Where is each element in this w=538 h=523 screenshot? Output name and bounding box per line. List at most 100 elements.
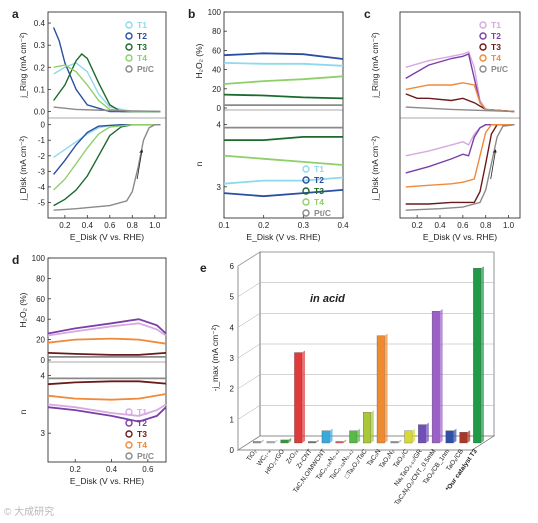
h2o2-curve-T3 — [47, 352, 167, 356]
x-tick-label: 0.2 — [258, 221, 270, 230]
bar-side — [425, 422, 429, 443]
y-tick-label: -1 — [38, 136, 46, 145]
bar-side — [467, 430, 471, 443]
y-axis-label: n — [194, 161, 204, 166]
h2o2-curve-T2 — [47, 318, 167, 335]
y-axis-label: j_Disk (mA cm⁻²) — [18, 136, 28, 202]
scan-arrow-head — [492, 149, 497, 153]
n-curve-T1 — [223, 176, 344, 185]
y-tick-label: 0.1 — [34, 85, 46, 94]
legend-label: T2 — [491, 31, 501, 41]
legend-label: T2 — [137, 418, 147, 428]
y-tick-label: -5 — [38, 198, 46, 207]
bar-side — [343, 439, 347, 443]
scan-arrow — [136, 149, 143, 180]
ring-curve-T4 — [405, 82, 515, 113]
bar — [418, 424, 427, 444]
disk-curve-Pt/C — [53, 124, 161, 211]
bar — [376, 335, 385, 444]
y-tick-label: 0 — [41, 121, 46, 130]
x-axis-label: E_Disk (V vs. RHE) — [246, 232, 320, 242]
legend-marker — [479, 65, 487, 73]
x-tick-label: 0.6 — [142, 465, 154, 474]
ring-curve-Pt/C — [53, 106, 161, 113]
legend-label: T3 — [137, 429, 147, 439]
bar-side — [384, 333, 388, 443]
y-axis-label: j_Disk (mA cm⁻²) — [370, 136, 380, 202]
h2o2-curve-T1 — [47, 322, 167, 337]
y-tick-label: 60 — [36, 295, 45, 304]
disk-curve-T4 — [53, 124, 161, 191]
legend-marker — [479, 21, 487, 29]
legend-label: Pt/C — [314, 208, 331, 218]
x-tick-label: 0.2 — [412, 221, 424, 230]
legend-marker — [125, 430, 133, 438]
plot-frame — [47, 257, 167, 463]
y-tick-label: 100 — [32, 254, 46, 263]
bar-side — [370, 410, 374, 443]
x-axis-label: E_Disk (V vs. RHE) — [423, 232, 497, 242]
x-tick-label: 0.3 — [298, 221, 310, 230]
bar — [335, 441, 344, 444]
x-tick-label: 0.6 — [457, 221, 469, 230]
bar — [363, 412, 371, 444]
plot-frame — [399, 11, 521, 219]
grid-line — [237, 374, 261, 389]
panel-letter: d — [12, 253, 19, 267]
n-curve-T4 — [47, 393, 167, 401]
legend-marker — [479, 32, 487, 40]
legend-label: Pt/C — [137, 451, 154, 461]
bar-side — [260, 439, 264, 443]
legend-label: Pt/C — [491, 64, 508, 74]
ring-curve-T3 — [405, 93, 515, 113]
bar — [404, 430, 413, 444]
legend-label: T3 — [314, 186, 324, 196]
y-tick-label: 3 — [230, 354, 235, 363]
legend-marker — [302, 187, 310, 195]
h2o2-curve-T2 — [223, 52, 344, 60]
legend-marker — [125, 32, 133, 40]
bar — [321, 430, 330, 444]
x-tick-label: 0.4 — [82, 221, 94, 230]
y-axis-label: H₂O₂ (%) — [18, 292, 28, 327]
y-axis-label: H₂O₂ (%) — [194, 43, 204, 78]
y-tick-label: 0.2 — [34, 63, 46, 72]
bar — [349, 430, 358, 444]
y-tick-label: 3 — [41, 429, 46, 438]
y-tick-label: 40 — [212, 66, 221, 75]
y-tick-label: -4 — [38, 183, 46, 192]
plot-frame — [223, 11, 344, 219]
y-axis-label: n — [18, 409, 28, 414]
y-tick-label: 60 — [212, 46, 221, 55]
legend-marker — [125, 452, 133, 460]
x-tick-label: 0.4 — [337, 221, 349, 230]
x-tick-label: 0.2 — [59, 221, 71, 230]
bar — [431, 310, 440, 444]
legend-label: T3 — [137, 42, 147, 52]
legend-label: T1 — [137, 407, 147, 417]
y-tick-label: -2 — [38, 152, 46, 161]
legend-label: T4 — [137, 53, 147, 63]
y-tick-label: 4 — [41, 372, 46, 381]
bar — [308, 441, 316, 444]
y-tick-label: 100 — [208, 8, 222, 17]
bar-side — [453, 428, 457, 443]
h2o2-curve-T4 — [223, 75, 344, 85]
legend-marker — [479, 43, 487, 51]
legend-marker — [125, 419, 133, 427]
bar-side — [329, 428, 333, 443]
bar-side — [288, 437, 292, 443]
panel-letter: a — [12, 7, 19, 21]
annotation: in acid — [310, 293, 345, 305]
bar — [294, 352, 303, 444]
n-curve-T1 — [47, 403, 167, 417]
y-axis-label: -j_max (mA cm⁻²) — [210, 324, 220, 391]
y-tick-label: 40 — [36, 315, 45, 324]
y-tick-label: 0.0 — [34, 108, 46, 117]
y-tick-label: 0.3 — [34, 41, 46, 50]
y-tick-label: -3 — [38, 167, 46, 176]
legend-label: T2 — [314, 175, 324, 185]
legend-marker — [125, 408, 133, 416]
y-tick-label: 3 — [217, 183, 222, 192]
